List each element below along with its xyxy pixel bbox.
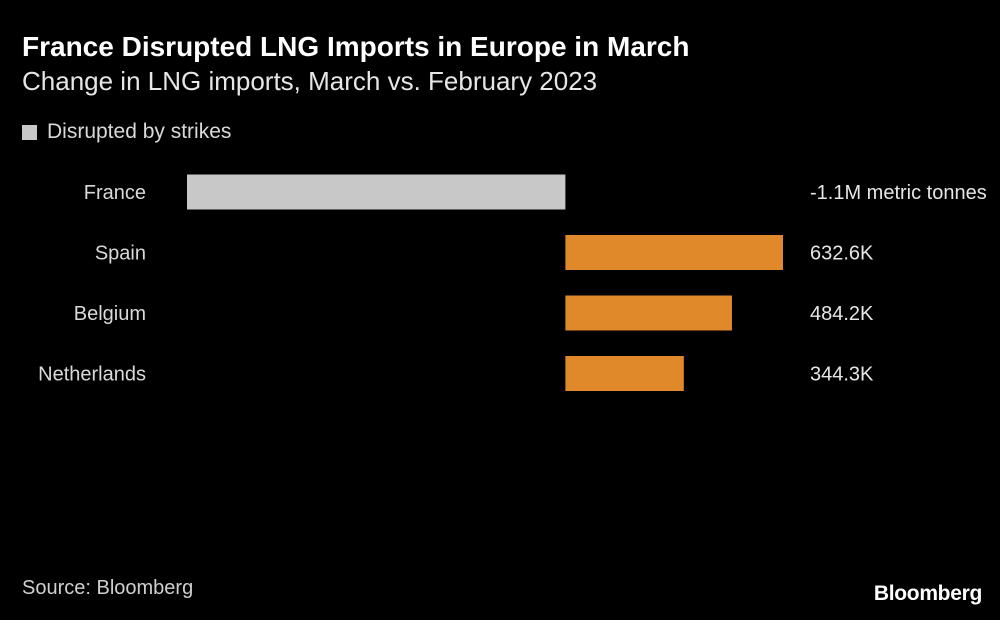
- legend: Disrupted by strikes: [22, 120, 231, 144]
- value-label-spain: 632.6K: [810, 243, 874, 265]
- legend-swatch-disrupted: [22, 124, 37, 140]
- legend-label-disrupted: Disrupted by strikes: [47, 120, 232, 143]
- bar-france: [187, 174, 566, 210]
- source-note: Source: Bloomberg: [22, 577, 194, 599]
- category-label-spain: Spain: [95, 243, 146, 265]
- value-label-belgium: 484.2K: [810, 303, 874, 325]
- category-label-france: France: [84, 182, 146, 204]
- bar-belgium: [565, 295, 732, 331]
- chart-title: France Disrupted LNG Imports in Europe i…: [22, 31, 690, 62]
- bar-spain: [565, 235, 783, 270]
- value-label-france: -1.1M metric tonnes: [810, 182, 987, 204]
- category-label-netherlands: Netherlands: [38, 364, 146, 386]
- value-label-netherlands: 344.3K: [810, 364, 874, 386]
- category-label-belgium: Belgium: [74, 303, 146, 325]
- chart-subtitle: Change in LNG imports, March vs. Februar…: [22, 66, 598, 96]
- bar-netherlands: [565, 356, 684, 391]
- bloomberg-logo: Bloomberg: [873, 582, 982, 605]
